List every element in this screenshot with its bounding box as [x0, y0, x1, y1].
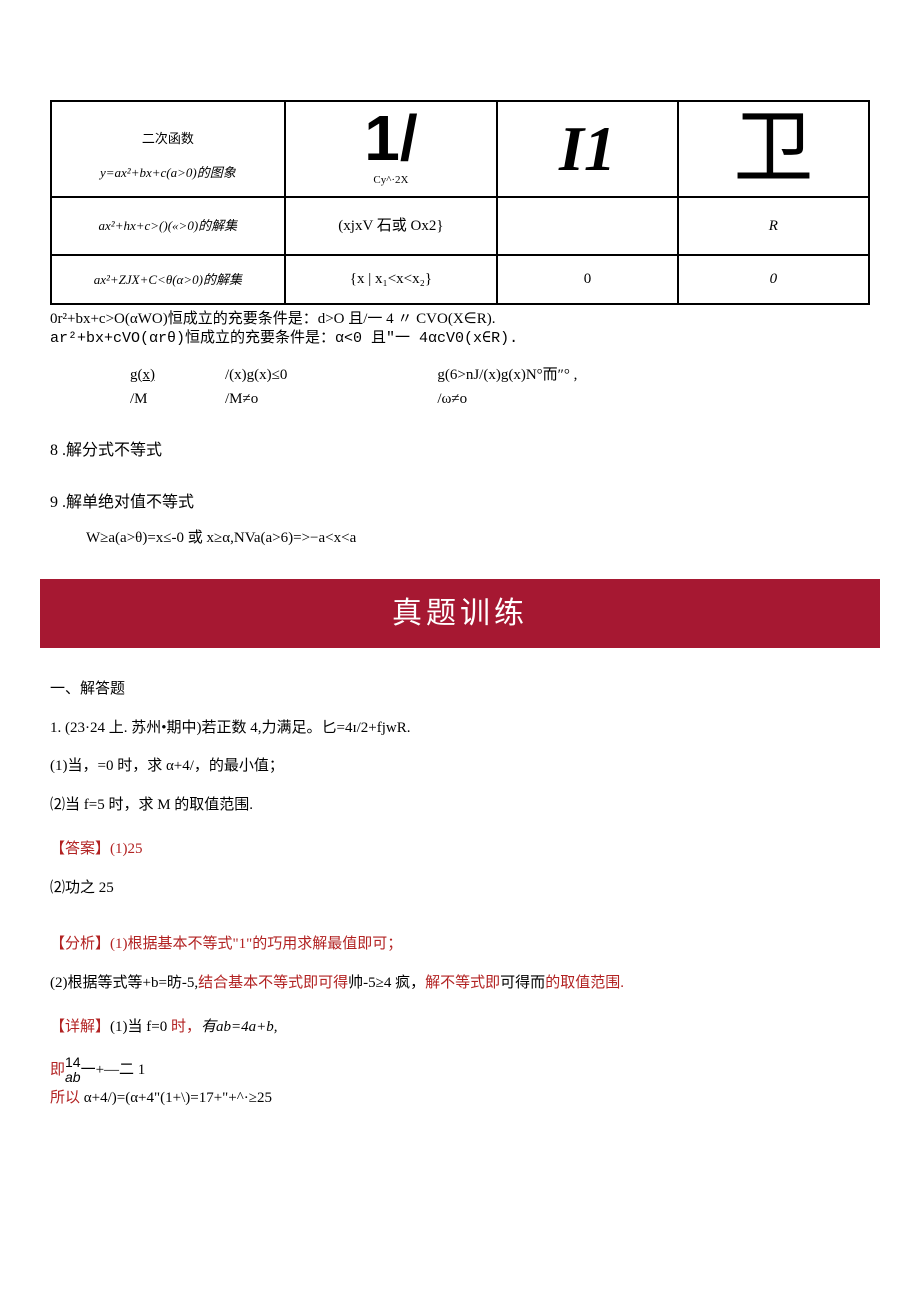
glyph-2: I1 [559, 113, 616, 184]
cell-r0c1: 1/ Cy^·2X [285, 101, 497, 197]
glyph-1-sub: Cy^·2X [292, 172, 490, 189]
analysis2-f: 的取值范围. [545, 975, 624, 991]
frac-col-2: /(x)g(x)≤0 /M≠o [225, 364, 287, 411]
frac1-top: g(x) [130, 364, 155, 387]
cell-r0c0-line2: y=ax²+bx+c(a>0)的图象 [58, 163, 278, 183]
detail-c: 有ab=4a+b, [201, 1019, 278, 1035]
after-line-2: ar²+bx+cVO(αrθ)恒成立的充要条件是：α<0 且″一 4αcV0(x… [50, 329, 870, 349]
tail1-pre: 即 [50, 1061, 65, 1077]
frac3-top: g(6>nJ/(x)g(x)N°而″° , [437, 364, 577, 387]
analysis2-a: (2)根据等式等+b=昉-5, [50, 975, 198, 991]
section-9: 9 .解单绝对值不等式 [50, 491, 870, 515]
analysis2-c: 帅-5≥4 疯， [348, 975, 425, 991]
section-8: 8 .解分式不等式 [50, 439, 870, 463]
after-table-block: 0r²+bx+c>O(αWO)恒成立的充要条件是：d>O 且/一 4 〃 CVO… [50, 309, 870, 350]
detail-b: 时， [167, 1019, 201, 1035]
cell-r0c0-line1: 二次函数 [58, 129, 278, 149]
glyph-1: 1/ [292, 110, 490, 168]
tail1-num: 14 [65, 1055, 81, 1070]
tail2-b: α+4/)=(α+4"(1+\)=17+"+^·≥25 [80, 1090, 272, 1106]
tail1-frac: 14ab [65, 1055, 81, 1086]
tail1-den: ab [65, 1070, 81, 1085]
analysis-line-1: 【分析】(1)根据基本不等式"1"的巧用求解最值即可； [50, 933, 870, 956]
frac1-bot: /M [130, 388, 155, 411]
cell-r2c3: 0 [678, 255, 869, 305]
cell-r0c0: 二次函数 y=ax²+bx+c(a>0)的图象 [51, 101, 285, 197]
analysis2-d: 解不等式即 [425, 975, 500, 991]
analysis2-b: 结合基本不等式即可得 [198, 975, 348, 991]
analysis2-e: 可得而 [500, 975, 545, 991]
detail-a: (1)当 f=0 [110, 1019, 167, 1035]
tail-line-2: 所以 α+4/)=(α+4"(1+\)=17+"+^·≥25 [50, 1087, 870, 1110]
tail2-a: 所以 [50, 1090, 80, 1106]
cell-r0c3: 卫 [678, 101, 869, 197]
question-1-part2: ⑵当 f=5 时，求 M 的取值范围. [50, 794, 870, 817]
glyph-3: 卫 [733, 105, 813, 193]
cell-r1c3: R [678, 197, 869, 255]
question-1-part1: (1)当，=0 时，求 α+4/，的最小值； [50, 755, 870, 778]
cell-r1c2 [497, 197, 678, 255]
answer-2: ⑵功之 25 [50, 877, 870, 900]
cell-r1c0: ax²+hx+c>()(«>0)的解集 [51, 197, 285, 255]
banner-title: 真题训练 [40, 579, 880, 648]
question-1: 1. (23·24 上. 苏州•期中)若正数 4,力满足。匕=4ɪ/2+fjwR… [50, 717, 870, 740]
cell-r0c2: I1 [497, 101, 678, 197]
tail-line-1: 即14ab一+—二 1 [50, 1055, 870, 1086]
answer-label: 【答案】(1)25 [50, 838, 870, 861]
cell-r2c1: {x | x₁<x<x₂} [285, 255, 497, 305]
frac3-bot: /ω≠o [437, 388, 577, 411]
section-9-line: W≥a(a>θ)=x≤-0 或 x≥α,NVa(a>6)=>−a<x<a [50, 527, 870, 550]
cell-r2c2: 0 [497, 255, 678, 305]
frac-col-1: g(x) /M [130, 364, 155, 411]
after-line-1: 0r²+bx+c>O(αWO)恒成立的充要条件是：d>O 且/一 4 〃 CVO… [50, 309, 870, 329]
cell-r2c0: ax²+ZJX+C<θ(α>0)的解集 [51, 255, 285, 305]
analysis-text: 【分析】(1)根据基本不等式"1"的巧用求解最值即可； [50, 936, 402, 952]
detail-line: 【详解】(1)当 f=0 时，有ab=4a+b, [50, 1016, 870, 1039]
solution-table: 二次函数 y=ax²+bx+c(a>0)的图象 1/ Cy^·2X I1 卫 a… [50, 100, 870, 305]
frac-col-3: g(6>nJ/(x)g(x)N°而″° , /ω≠o [437, 364, 577, 411]
cell-r1c1: (xjxV 石或 Ox2} [285, 197, 497, 255]
detail-label: 【详解】 [50, 1019, 110, 1035]
fraction-row: g(x) /M /(x)g(x)≤0 /M≠o g(6>nJ/(x)g(x)N°… [50, 364, 870, 411]
question-heading: 一、解答题 [50, 678, 870, 701]
frac2-top: /(x)g(x)≤0 [225, 364, 287, 387]
analysis-line-2: (2)根据等式等+b=昉-5,结合基本不等式即可得帅-5≥4 疯，解不等式即可得… [50, 972, 870, 995]
tail1-post: 一+—二 1 [81, 1061, 146, 1077]
frac2-bot: /M≠o [225, 388, 287, 411]
